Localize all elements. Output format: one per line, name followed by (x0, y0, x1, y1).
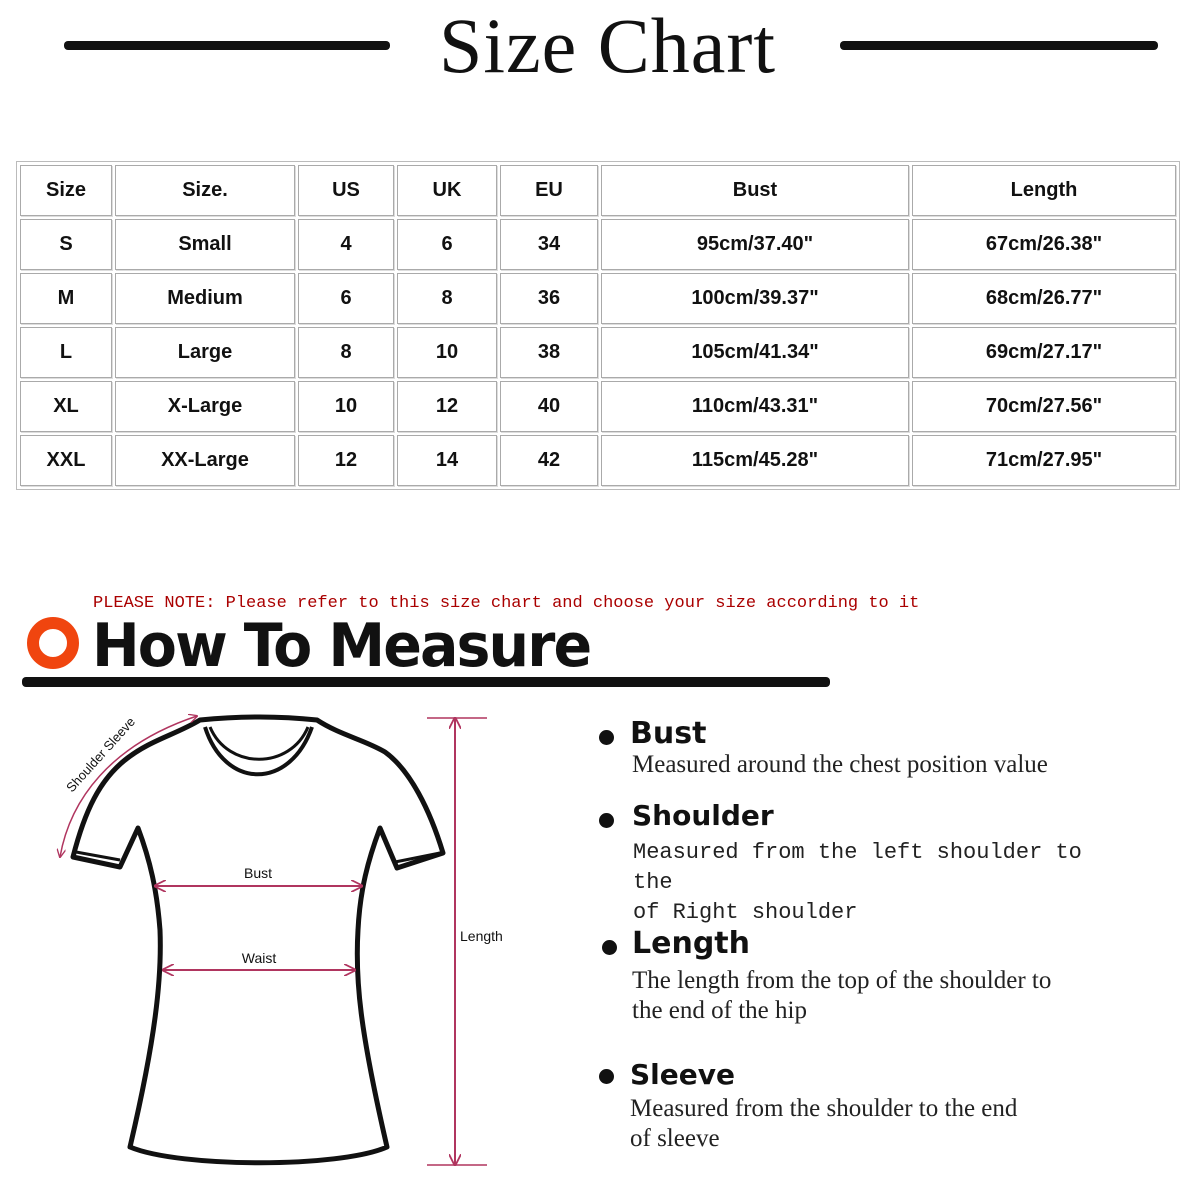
table-cell: S (20, 219, 112, 270)
table-cell: 38 (500, 327, 598, 378)
table-cell: XXL (20, 435, 112, 486)
table-cell: Length (912, 165, 1176, 216)
table-cell: Small (115, 219, 295, 270)
size-table: Size Size. US UK EU Bust Length S Small 4 6 34 95cm/… (16, 161, 1180, 490)
table-cell: X-Large (115, 381, 295, 432)
table-cell: Medium (115, 273, 295, 324)
page-title: Size Chart (438, 2, 777, 89)
bullet-icon (599, 813, 614, 828)
item-title: Length (632, 926, 750, 961)
table-header-row: Size Size. US UK EU Bust Length (20, 165, 1176, 216)
table-cell: XX-Large (115, 435, 295, 486)
size-note: PLEASE NOTE: Please refer to this size c… (93, 594, 920, 613)
tshirt-collar (203, 726, 314, 777)
tshirt-diagram: Shoulder Sleeve Bust Waist Length (0, 700, 503, 1180)
table-cell: 68cm/26.77" (912, 273, 1176, 324)
table-cell: XL (20, 381, 112, 432)
table-row: L Large 8 10 38 105cm/41.34" 69cm/27.17" (20, 327, 1176, 378)
table-cell: 95cm/37.40" (601, 219, 909, 270)
table-row: S Small 4 6 34 95cm/37.40" 67cm/26.38" (20, 219, 1176, 270)
item-desc: Measured from the left shoulder to the of… (633, 840, 1082, 925)
table-cell: 8 (298, 327, 394, 378)
title-rule-right (840, 41, 1158, 50)
table-cell: 115cm/45.28" (601, 435, 909, 486)
table-cell: 70cm/27.56" (912, 381, 1176, 432)
table-cell: 100cm/39.37" (601, 273, 909, 324)
table-cell: 110cm/43.31" (601, 381, 909, 432)
title-rule-left (64, 41, 390, 50)
waist-label: Waist (242, 950, 277, 966)
table-cell: 12 (298, 435, 394, 486)
item-desc: The length from the top of the shoulder … (632, 967, 1052, 1024)
table-cell: 10 (298, 381, 394, 432)
table-cell: Bust (601, 165, 909, 216)
table-cell: 69cm/27.17" (912, 327, 1176, 378)
section-title: How To Measure (92, 611, 592, 681)
table-cell: 12 (397, 381, 497, 432)
bullet-icon (599, 1069, 614, 1084)
table-cell: 10 (397, 327, 497, 378)
table-cell: 36 (500, 273, 598, 324)
table-cell: Large (115, 327, 295, 378)
table-cell: 14 (397, 435, 497, 486)
table-row: M Medium 6 8 36 100cm/39.37" 68cm/26.77" (20, 273, 1176, 324)
table-cell: 40 (500, 381, 598, 432)
section-rule (22, 677, 830, 687)
table-cell: L (20, 327, 112, 378)
length-label: Length (460, 928, 503, 944)
table-cell: 71cm/27.95" (912, 435, 1176, 486)
table-cell: Size. (115, 165, 295, 216)
table-cell: US (298, 165, 394, 216)
item-desc: Measured around the chest position value (632, 751, 1048, 778)
table-cell: M (20, 273, 112, 324)
table-row: XXL XX-Large 12 14 42 115cm/45.28" 71cm/27.95" (20, 435, 1176, 486)
table-cell: 8 (397, 273, 497, 324)
table-cell: 34 (500, 219, 598, 270)
table-cell: Size (20, 165, 112, 216)
item-title: Shoulder (632, 799, 774, 832)
table-cell: 105cm/41.34" (601, 327, 909, 378)
table-cell: EU (500, 165, 598, 216)
tshirt-outline (70, 714, 446, 1166)
table-row: XL X-Large 10 12 40 110cm/43.31" 70cm/27.56" (20, 381, 1176, 432)
bullet-icon (602, 940, 617, 955)
table-cell: 6 (298, 273, 394, 324)
table-cell: 67cm/26.38" (912, 219, 1176, 270)
item-desc: Measured from the shoulder to the end of … (630, 1095, 1018, 1152)
bust-label: Bust (244, 865, 272, 881)
shoulder-sleeve-arrow (60, 716, 197, 857)
table-cell: UK (397, 165, 497, 216)
table-cell: 42 (500, 435, 598, 486)
bullet-icon (599, 730, 614, 745)
table-cell: 6 (397, 219, 497, 270)
circle-icon (27, 617, 79, 669)
item-title: Bust (630, 716, 707, 751)
table-cell: 4 (298, 219, 394, 270)
item-title: Sleeve (630, 1058, 735, 1091)
